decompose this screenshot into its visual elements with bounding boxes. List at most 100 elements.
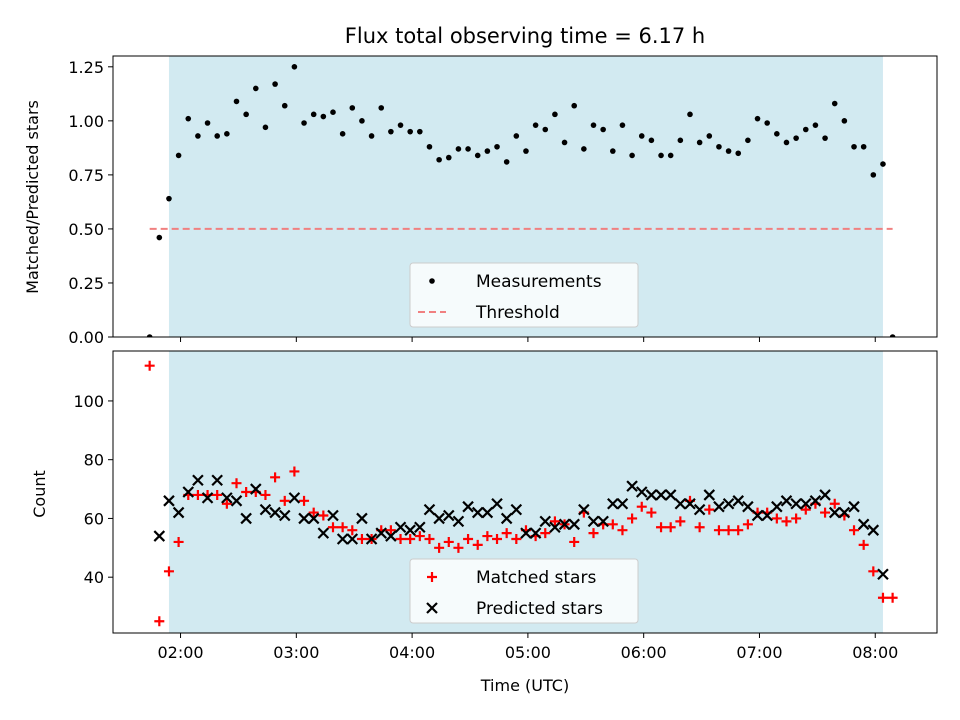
measurement-point bbox=[445, 154, 452, 161]
x-tick-label: 04:00 bbox=[389, 643, 435, 662]
predicted-star-point bbox=[626, 480, 638, 492]
measurement-point bbox=[523, 148, 529, 154]
predicted-star-point bbox=[558, 518, 571, 531]
measurement-point bbox=[224, 131, 230, 137]
measurement-point bbox=[667, 152, 674, 159]
measurement-point bbox=[455, 146, 462, 152]
matched-star-point bbox=[279, 495, 290, 506]
matched-star-point bbox=[511, 534, 522, 544]
x-tick-label: 05:00 bbox=[505, 643, 551, 662]
y-tick-label: 0.50 bbox=[68, 220, 104, 239]
measurement-point bbox=[590, 122, 597, 128]
measurement-point bbox=[610, 148, 616, 154]
matched-star-point bbox=[289, 466, 300, 477]
predicted-star-point bbox=[317, 527, 330, 539]
matched-star-point bbox=[453, 542, 464, 553]
predicted-star-point bbox=[761, 509, 773, 522]
x-tick-label: 03:00 bbox=[273, 643, 319, 662]
measurement-point bbox=[359, 118, 365, 124]
matched-star-point bbox=[665, 522, 676, 533]
predicted-star-point bbox=[664, 489, 677, 501]
measurement-point bbox=[503, 159, 510, 165]
predicted-star-point bbox=[549, 521, 561, 534]
measurement-point bbox=[889, 334, 896, 337]
measurement-point bbox=[320, 113, 327, 120]
predicted-star-point bbox=[597, 515, 609, 528]
x-axis-label: Time (UTC) bbox=[480, 676, 569, 695]
matched-star-point bbox=[849, 525, 860, 536]
measurement-point bbox=[494, 143, 500, 150]
measurement-point bbox=[243, 111, 249, 118]
predicted-star-point bbox=[365, 533, 378, 545]
measurement-point bbox=[233, 98, 240, 105]
predicted-star-point bbox=[635, 486, 648, 498]
predicted-star-point bbox=[587, 515, 600, 528]
predicted-star-point bbox=[645, 489, 658, 501]
predicted-star-point bbox=[616, 497, 629, 510]
matched-star-point bbox=[405, 534, 416, 544]
measurement-point bbox=[368, 133, 375, 139]
matched-star-point bbox=[434, 542, 445, 553]
measurement-point bbox=[571, 102, 578, 109]
predicted-star-point bbox=[819, 489, 831, 501]
measurement-point bbox=[745, 137, 751, 144]
ratio-y-axis-label: Matched/Predicted stars bbox=[23, 100, 42, 294]
predicted-star-point bbox=[539, 515, 552, 528]
predicted-star-point bbox=[578, 503, 590, 516]
predicted-star-point bbox=[607, 497, 619, 510]
matched-star-point bbox=[569, 536, 580, 547]
predicted-star-point bbox=[442, 509, 455, 522]
measurement-point bbox=[281, 102, 288, 109]
measurement-point bbox=[175, 152, 182, 159]
matched-star-point bbox=[627, 513, 638, 524]
ratio-panel: 0.00 0.25 0.50 0.75 1.00 1.25 Measurements Thre… bbox=[68, 55, 938, 347]
chart-title: Flux total observing time = 6.17 h bbox=[345, 24, 705, 48]
measurement-point bbox=[696, 139, 703, 146]
measurement-point bbox=[658, 152, 664, 159]
predicted-star-point bbox=[307, 512, 320, 525]
measurement-point bbox=[735, 150, 742, 157]
predicted-star-point bbox=[655, 489, 667, 501]
predicted-star-point bbox=[201, 492, 214, 504]
measurement-point bbox=[195, 133, 201, 139]
x-tick-label: 06:00 bbox=[621, 643, 667, 662]
matched-star-point bbox=[356, 534, 367, 544]
measurement-point bbox=[349, 105, 356, 111]
matched-star-point bbox=[221, 498, 232, 509]
measurement-point bbox=[330, 109, 336, 115]
predicted-star-point bbox=[857, 518, 870, 531]
matched-star-point bbox=[781, 516, 792, 527]
measurement-point bbox=[880, 161, 886, 167]
predicted-star-point bbox=[722, 497, 735, 510]
matched-star-point bbox=[163, 566, 174, 577]
matched-star-point bbox=[443, 536, 454, 547]
measurement-point bbox=[156, 234, 163, 241]
matched-star-point bbox=[501, 528, 512, 539]
x-tick-label: 08:00 bbox=[852, 643, 898, 662]
predicted-star-point bbox=[375, 527, 388, 539]
measurement-point bbox=[532, 122, 539, 128]
predicted-star-point bbox=[568, 518, 580, 531]
measurement-point bbox=[378, 105, 385, 111]
measurement-point bbox=[310, 111, 317, 118]
matched-star-point bbox=[492, 534, 503, 544]
matched-star-point bbox=[144, 360, 155, 371]
measurement-point bbox=[638, 133, 645, 139]
predicted-star-point bbox=[288, 492, 301, 504]
measurement-point bbox=[301, 120, 307, 126]
matched-star-point bbox=[347, 525, 358, 536]
measurement-point bbox=[754, 115, 761, 122]
axes-frame bbox=[112, 350, 938, 634]
legend: Matched stars Predicted stars bbox=[409, 558, 639, 624]
x-tick-label: 07:00 bbox=[736, 643, 782, 662]
predicted-star-point bbox=[336, 533, 349, 545]
matched-star-point bbox=[742, 519, 753, 530]
y-tick-label: 1.00 bbox=[68, 112, 104, 131]
measurement-point bbox=[204, 120, 211, 126]
predicted-star-point bbox=[153, 530, 166, 542]
predicted-star-point bbox=[182, 486, 195, 498]
y-tick-label: 60 bbox=[84, 509, 104, 528]
predicted-star-point bbox=[221, 492, 233, 504]
predicted-star-point bbox=[867, 524, 880, 536]
